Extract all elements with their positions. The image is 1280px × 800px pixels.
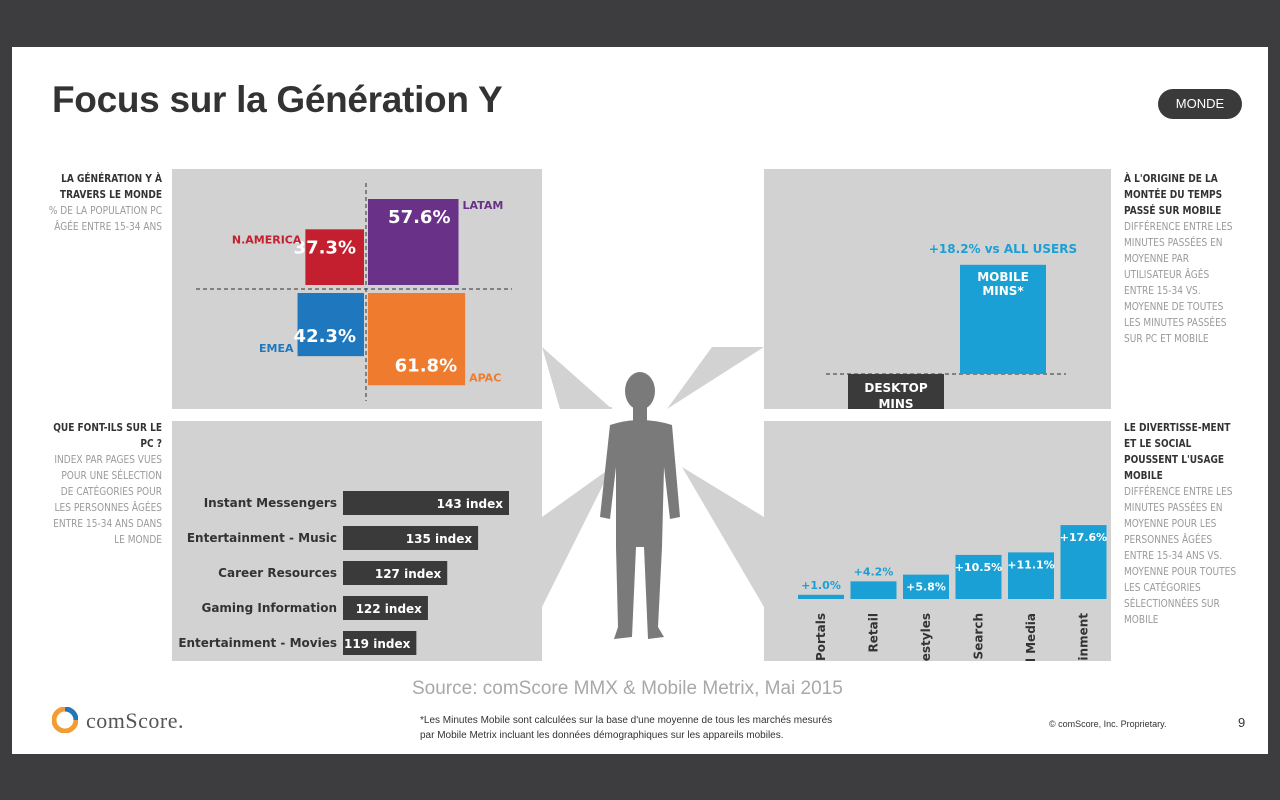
pc-bar-label-4: Entertainment - Movies — [178, 636, 337, 650]
region-badge: MONDE — [1158, 89, 1242, 119]
mobile-time-subheading: DIFFÉRENCE ENTRE LES MINUTES PASSÉES EN … — [1124, 220, 1233, 345]
category-bar-2 — [903, 574, 949, 599]
source-note: Source: comScore MMX & Mobile Metrix, Ma… — [412, 678, 843, 699]
category-bar-0 — [798, 594, 844, 599]
category-label-1: Retail — [867, 613, 881, 652]
category-bar-value-1: +4.2% — [854, 565, 894, 578]
wedge-br — [682, 467, 764, 607]
pc-bar-1 — [343, 526, 479, 550]
category-label-3: Search — [972, 613, 986, 659]
mobile-bar-label-line2: MINS* — [982, 284, 1024, 298]
bar-apac — [368, 293, 466, 386]
gen-y-subheading: % DE LA POPULATION PC ÂGÉE ENTRE 15-34 A… — [48, 204, 162, 233]
footnote: *Les Minutes Mobile sont calculées sur l… — [420, 715, 833, 741]
gen-y-caption: LA GÉNÉRATION Y À TRAVERS LE MONDE % DE … — [49, 171, 162, 235]
entertainment-subheading: DIFFÉRENCE ENTRE LES MINUTES PASSÉES EN … — [1124, 485, 1237, 626]
bar-latam — [368, 199, 459, 285]
bar-namerica — [305, 229, 364, 285]
bar-value-apac: 61.8% — [395, 355, 457, 376]
pc-bar-4 — [343, 631, 417, 655]
mobile-bar — [960, 264, 1046, 374]
category-bar-4 — [1008, 552, 1054, 599]
desktop-bar — [848, 374, 944, 409]
category-label-apac: APAC — [469, 371, 501, 384]
pc-bar-2 — [343, 561, 448, 585]
desktop-bar-label-line2: MINS — [878, 397, 913, 409]
category-label-latam: LATAM — [463, 199, 504, 212]
pc-bar-label-2: Career Resources — [218, 566, 337, 580]
mobile-bar-label-line1: MOBILE — [977, 270, 1029, 284]
pc-bar-0 — [343, 491, 509, 515]
pc-bar-3 — [343, 596, 428, 620]
bar-value-namerica: 37.3% — [294, 237, 356, 258]
pc-bar-value-4: 119 index — [344, 637, 411, 651]
panel-entertainment — [764, 421, 1111, 661]
mobile-bar-value: +18.2% vs ALL USERS — [929, 242, 1077, 256]
category-bar-5 — [1060, 525, 1107, 599]
copyright: © comScore, Inc. Proprietary. — [1049, 719, 1167, 729]
pc-bar-label-1: Entertainment - Music — [187, 531, 337, 545]
wedge-tl — [542, 347, 612, 409]
pc-bar-label-3: Gaming Information — [201, 601, 337, 615]
mobile-time-caption: À L'ORIGINE DE LA MONTÉE DU TEMPS PASSÉ … — [1124, 171, 1239, 347]
category-bar-value-5: +17.6% — [1060, 531, 1107, 544]
pc-bar-value-2: 127 index — [375, 567, 442, 581]
pc-usage-heading: QUE FONT-ILS SUR LE PC ? — [53, 421, 162, 450]
bar-value-latam: 57.6% — [388, 207, 450, 228]
category-bar-3 — [955, 554, 1002, 599]
pc-index-chart: 143 index Instant Messengers 135 index Ente… — [178, 491, 509, 655]
page-number: 9 — [1238, 715, 1246, 730]
pc-usage-subheading: INDEX PAR PAGES VUES POUR UNE SÉLECTION … — [53, 453, 163, 546]
pc-bar-label-0: Instant Messengers — [204, 496, 337, 510]
entertainment-caption: LE DIVERTISSE-MENT ET LE SOCIAL POUSSENT… — [1124, 420, 1239, 628]
wedge-tr — [667, 347, 764, 409]
page-title: Focus sur la Génération Y — [52, 79, 503, 120]
category-bar-value-0: +1.0% — [801, 579, 841, 592]
pc-bar-value-3: 122 index — [356, 602, 423, 616]
mobile-category-chart: +1.0% Portals +4.2% Retail +5.8% Lifestyles +1… — [798, 525, 1107, 661]
category-bar-1 — [850, 581, 897, 599]
panel-mobile-time — [764, 169, 1111, 409]
wedge-bl — [542, 467, 612, 607]
slide: Focus sur la Génération Y MONDE LA GÉNÉR… — [12, 47, 1268, 754]
gen-y-quadrant-chart: 37.3%N.AMERICA 57.6% LATAM 42.3%EMEA 61.8% AP… — [196, 183, 512, 401]
gen-y-heading: LA GÉNÉRATION Y À TRAVERS LE MONDE — [59, 172, 163, 201]
comscore-logo-icon — [52, 707, 78, 733]
desktop-bar-label-line1: DESKTOP — [864, 381, 927, 395]
category-label-namerica: N.AMERICA — [232, 233, 302, 246]
entertainment-heading: LE DIVERTISSE-MENT ET LE SOCIAL POUSSENT… — [1124, 421, 1231, 482]
bar-value-emea: 42.3% — [294, 326, 356, 347]
category-bar-value-2: +5.8% — [906, 581, 946, 594]
pc-usage-caption: QUE FONT-ILS SUR LE PC ? INDEX PAR PAGES… — [49, 420, 162, 548]
category-label-5: Entertainment — [1077, 613, 1091, 661]
mobile-time-heading: À L'ORIGINE DE LA MONTÉE DU TEMPS PASSÉ … — [1124, 172, 1223, 217]
person-silhouette — [600, 372, 680, 639]
category-label-0: Portals — [814, 613, 828, 661]
pc-bar-value-0: 143 index — [437, 497, 504, 511]
comscore-logo: comScore. — [86, 708, 184, 733]
category-bar-value-4: +11.1% — [1007, 558, 1054, 571]
panels-svg — [172, 169, 1111, 661]
category-bar-value-3: +10.5% — [955, 561, 1002, 574]
category-label-4: Social Media — [1024, 613, 1038, 661]
pc-bar-value-1: 135 index — [406, 532, 473, 546]
bar-emea — [297, 293, 364, 357]
category-label-2: Lifestyles — [919, 613, 933, 661]
category-label-emea: EMEA — [259, 342, 294, 355]
